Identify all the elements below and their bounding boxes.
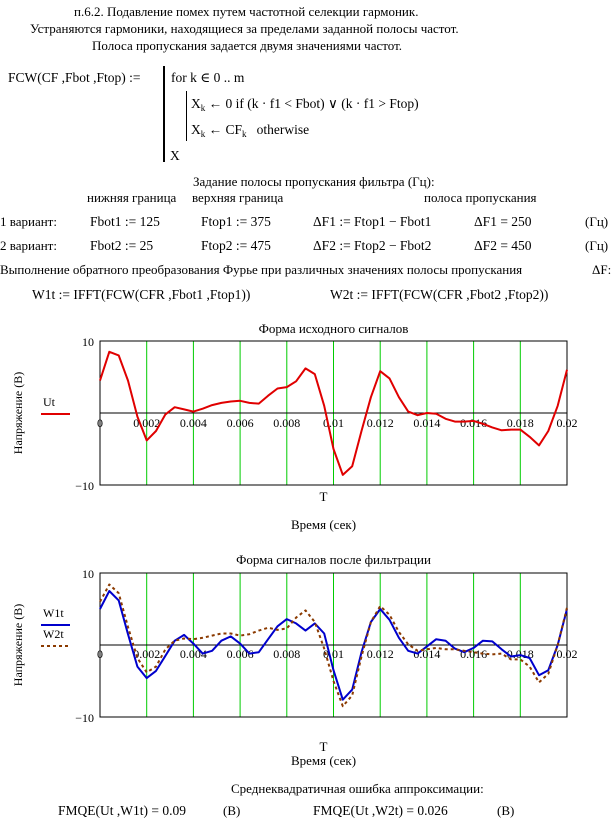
error-1: FMQE(Ut ,W1t) = 0.09 <box>58 803 186 818</box>
x-tick-label: 0.02 <box>557 647 578 661</box>
y-axis-label: Напряжение (В) <box>11 604 25 686</box>
col-high-label: верхняя граница <box>192 190 284 205</box>
variant-2-unit: (Гц) <box>585 238 609 253</box>
x-tick-label: 0.014 <box>413 416 440 430</box>
function-signature: FCW(CF ,Fbot ,Ftop) := <box>8 70 141 85</box>
x-tick-label: 0 <box>97 647 103 661</box>
col-low-label: нижняя граница <box>87 190 177 205</box>
program-bar <box>163 66 165 162</box>
y-tick-label-top: 10 <box>82 335 94 349</box>
footer-title: Среднеквадратичная ошибка аппроксимации: <box>231 781 484 796</box>
line-b-rhs-sub: k <box>242 129 247 139</box>
variant-2-high: Ftop2 := 475 <box>201 238 271 253</box>
x-tick-label: 0.008 <box>273 647 300 661</box>
line-b-tail: otherwise <box>256 122 310 137</box>
header-line-1: п.6.2. Подавление помех путем частотной … <box>74 4 419 19</box>
x-tick-label: 0.012 <box>367 647 394 661</box>
x-axis-label: T <box>320 489 328 504</box>
col-pass-label: полоса пропускания <box>424 190 537 205</box>
error-1-unit: (В) <box>223 803 241 818</box>
x-axis-label-2: Время (сек) <box>291 753 356 768</box>
line-a-lhs: X <box>191 96 201 111</box>
y-tick-label-bottom: −10 <box>75 479 94 493</box>
inverse-note: Выполнение обратного преобразования Фурь… <box>0 262 523 277</box>
chart-title: Форма исходного сигналов <box>259 321 409 336</box>
x-tick-label: 0.008 <box>273 416 300 430</box>
x-tick-label: 0.018 <box>507 416 534 430</box>
variant-2-def: ΔF2 := Ftop2 − Fbot2 <box>313 238 432 253</box>
x-axis-label: T <box>320 739 328 754</box>
x-tick-label: 0.006 <box>227 647 254 661</box>
legend-label-w2t: W2t <box>43 627 64 641</box>
header-line-3: Полоса пропускания задается двумя значен… <box>92 38 403 53</box>
variant-2-label: 2 вариант: <box>0 238 57 253</box>
w2-definition: W2t := IFFT(FCW(CFR ,Fbot2 ,Ftop2)) <box>330 287 549 302</box>
x-tick-label: 0.002 <box>133 416 160 430</box>
x-tick-label: 0.012 <box>367 416 394 430</box>
y-tick-label-top: 10 <box>82 567 94 581</box>
header-line-2: Устраняются гармоники, находящиеся за пр… <box>30 21 459 36</box>
y-axis-label: Напряжение (В) <box>11 372 25 454</box>
plot-area-frame <box>99 340 568 486</box>
program-line-a: Xk ← 0 if (k · f1 < Fbot) ∨ (k · f1 > Ft… <box>191 96 419 116</box>
program-inner-bar <box>186 91 187 141</box>
x-axis-label-2: Время (сек) <box>291 517 356 532</box>
chart-title: Форма сигналов после фильтрации <box>236 552 431 567</box>
legend-label-ut: Ut <box>43 395 56 409</box>
plot-area-frame <box>99 572 568 718</box>
variant-2-val: ΔF2 = 450 <box>474 238 532 253</box>
error-2: FMQE(Ut ,W2t) = 0.026 <box>313 803 448 818</box>
line-b-sub: k <box>200 129 206 139</box>
for-loop: for k ∈ 0 .. m <box>171 70 245 85</box>
x-tick-label: 0.004 <box>180 647 207 661</box>
w1-definition: W1t := IFFT(FCW(CFR ,Fbot1 ,Ftop1)) <box>32 287 251 302</box>
x-tick-label: 0.016 <box>460 416 487 430</box>
series-line-w1t <box>99 590 568 701</box>
y-tick-label-bottom: −10 <box>75 711 94 725</box>
x-tick-label: 0.004 <box>180 416 207 430</box>
x-tick-label: 0.002 <box>133 647 160 661</box>
x-tick-label: 0.01 <box>323 416 344 430</box>
x-tick-label: 0.016 <box>460 647 487 661</box>
x-tick-label: 0.018 <box>507 647 534 661</box>
inverse-tail: ΔF: <box>592 262 612 277</box>
variant-1-low: Fbot1 := 125 <box>90 214 160 229</box>
line-b-rhs: ← CF <box>208 122 243 137</box>
series-line-ut <box>99 350 568 476</box>
line-a-sub: k <box>200 103 206 113</box>
legend-label-w1t: W1t <box>43 606 64 620</box>
program-line-b: Xk ← CFk otherwise <box>191 122 309 142</box>
line-a-rhs: ← 0 if (k · f1 < Fbot) ∨ (k · f1 > Ftop) <box>208 96 419 111</box>
x-tick-label: 0.006 <box>227 416 254 430</box>
x-tick-label: 0.01 <box>323 647 344 661</box>
band-title: Задание полосы пропускания фильтра (Гц): <box>193 174 435 189</box>
variant-2-low: Fbot2 := 25 <box>90 238 154 253</box>
x-tick-label: 0.014 <box>413 647 440 661</box>
error-2-unit: (В) <box>497 803 515 818</box>
variant-1-val: ΔF1 = 250 <box>474 214 532 229</box>
variant-1-unit: (Гц) <box>585 214 609 229</box>
variant-1-def: ΔF1 := Ftop1 − Fbot1 <box>313 214 432 229</box>
line-b-lhs: X <box>191 122 201 137</box>
x-tick-label: 0.02 <box>557 416 578 430</box>
program-return: X <box>170 148 180 163</box>
variant-1-label: 1 вариант: <box>0 214 57 229</box>
variant-1-high: Ftop1 := 375 <box>201 214 271 229</box>
x-tick-label: 0 <box>97 416 103 430</box>
series-line-w2t <box>99 583 568 708</box>
